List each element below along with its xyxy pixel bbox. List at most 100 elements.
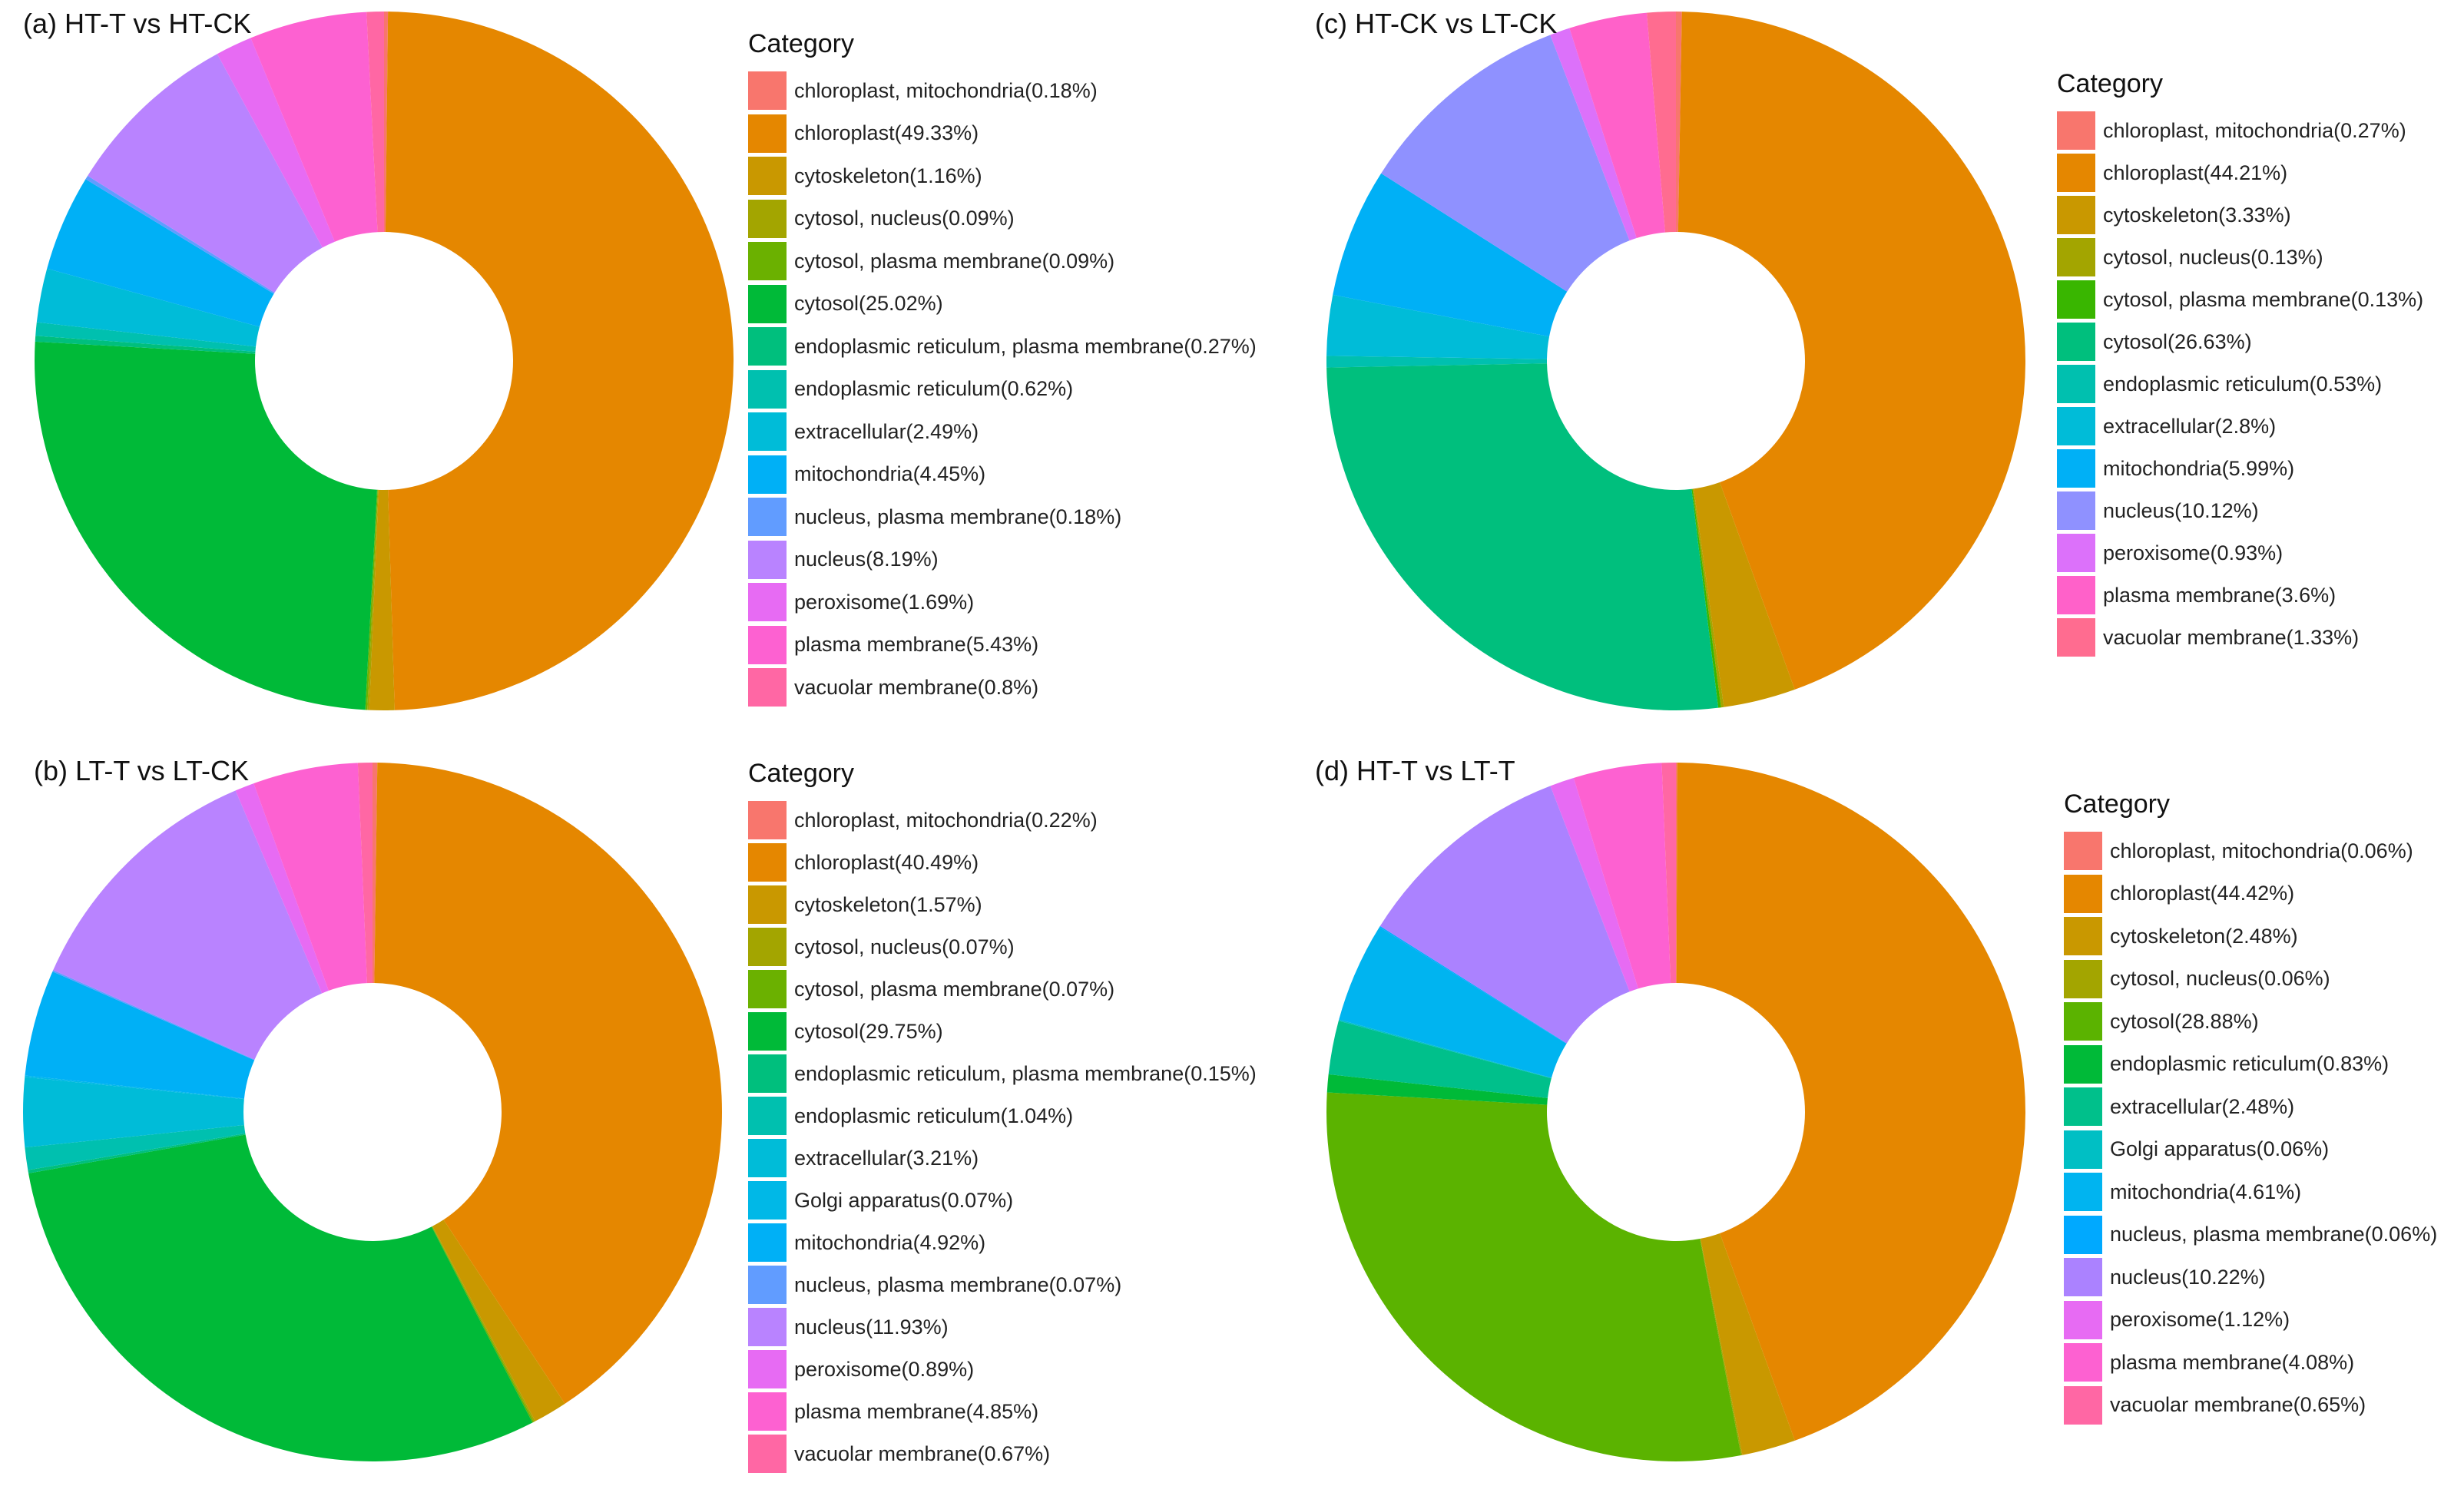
pie-slice (28, 1134, 533, 1461)
legend-label: chloroplast(49.33%) (794, 121, 979, 144)
legend-item: nucleus(11.93%) (748, 1306, 949, 1349)
pie-slice (250, 12, 378, 242)
legend-item: vacuolar membrane(1.33%) (2057, 616, 2359, 659)
legend-item: extracellular(3.21%) (748, 1137, 979, 1180)
pie-slice (369, 489, 395, 710)
legend-item: Golgi apparatus(0.07%) (748, 1179, 1013, 1222)
legend-item: endoplasmic reticulum, plasma membrane(0… (748, 325, 1257, 368)
pie-slice (1328, 1021, 1552, 1098)
legend-swatch (748, 498, 787, 536)
legend-swatch (2057, 196, 2095, 234)
pie-slice (1550, 28, 1637, 241)
legend-item: cytoskeleton(1.57%) (748, 883, 982, 926)
legend-item: extracellular(2.8%) (2057, 405, 2276, 448)
legend-item: chloroplast, mitochondria(0.06%) (2064, 829, 2413, 872)
pie-slice (1573, 763, 1671, 989)
legend-label: chloroplast, mitochondria(0.18%) (794, 78, 1098, 102)
legend-label: nucleus(11.93%) (794, 1315, 949, 1339)
legend-swatch (2057, 449, 2095, 488)
legend-swatch (2057, 618, 2095, 657)
legend-label: vacuolar membrane(1.33%) (2103, 625, 2360, 649)
legend-label: plasma membrane(5.43%) (794, 633, 1039, 656)
legend-item: cytosol(25.02%) (748, 283, 943, 326)
pie-slice (1381, 35, 1630, 292)
legend-swatch (748, 1350, 787, 1388)
legend-swatch (2057, 238, 2095, 276)
pie-slice (1700, 1233, 1795, 1455)
legend-label: cytoskeleton(2.48%) (2110, 924, 2298, 948)
legend-item: cytosol, nucleus(0.06%) (2064, 958, 2330, 1001)
legend-label: cytosol, nucleus(0.13%) (2103, 245, 2323, 269)
legend-swatch (2064, 917, 2102, 955)
legend-item: plasma membrane(3.6%) (2057, 574, 2336, 617)
pie-slice (25, 1125, 246, 1170)
legend-label: endoplasmic reticulum, plasma membrane(0… (794, 334, 1257, 358)
legend-label: chloroplast, mitochondria(0.06%) (2110, 839, 2413, 862)
legend-label: mitochondria(5.99%) (2103, 456, 2295, 480)
legend-item: endoplasmic reticulum, plasma membrane(0… (748, 1052, 1257, 1095)
legend-label: cytosol, plasma membrane(0.07%) (794, 977, 1115, 1001)
pie-slice (35, 336, 256, 354)
legend-label: mitochondria(4.45%) (794, 462, 986, 485)
legend-item: cytosol, nucleus(0.13%) (2057, 236, 2323, 279)
pie-slice (365, 489, 378, 710)
legend-title: Category (2057, 69, 2163, 98)
legend-title: Category (2064, 789, 2170, 819)
legend-swatch (748, 1012, 787, 1051)
pie-slice (25, 971, 255, 1099)
legend-swatch (748, 1392, 787, 1431)
legend-swatch (2064, 1173, 2102, 1211)
legend-label: Golgi apparatus(0.06%) (2110, 1137, 2330, 1160)
legend-item: cytoskeleton(2.48%) (2064, 915, 2298, 958)
legend-label: nucleus(10.22%) (2110, 1265, 2266, 1289)
legend-item: mitochondria(4.92%) (748, 1221, 985, 1264)
legend-swatch (748, 801, 787, 839)
pie-slice (432, 1220, 565, 1421)
legend-item: endoplasmic reticulum(0.83%) (2064, 1043, 2389, 1086)
legend-item: extracellular(2.49%) (748, 410, 979, 453)
legend-item: cytosol, plasma membrane(0.13%) (2057, 278, 2423, 321)
legend-label: vacuolar membrane(0.8%) (794, 675, 1039, 699)
legend-item: nucleus, plasma membrane(0.06%) (2064, 1213, 2437, 1256)
legend-item: cytoskeleton(1.16%) (748, 154, 982, 197)
legend-swatch (2057, 280, 2095, 319)
legend-label: mitochondria(4.92%) (794, 1230, 986, 1254)
legend-swatch (748, 928, 787, 966)
legend-item: endoplasmic reticulum(0.53%) (2057, 362, 2382, 405)
legend-label: nucleus, plasma membrane(0.18%) (794, 505, 1122, 528)
legend-swatch (748, 970, 787, 1008)
legend-label: endoplasmic reticulum(0.62%) (794, 377, 1074, 400)
legend-item: nucleus(10.12%) (2057, 489, 2259, 532)
chart-title: (a) HT-T vs HT-CK (23, 8, 252, 39)
legend-label: vacuolar membrane(0.65%) (2110, 1393, 2366, 1416)
legend-swatch (748, 625, 787, 664)
legend-item: chloroplast, mitochondria(0.18%) (748, 69, 1098, 112)
legend-swatch (748, 1223, 787, 1262)
legend-swatch (2064, 1044, 2102, 1084)
legend-item: peroxisome(0.93%) (2057, 531, 2283, 574)
legend-swatch (748, 843, 787, 882)
legend-label: cytosol, nucleus(0.07%) (794, 935, 1015, 958)
pie-slice (36, 268, 260, 347)
legend-item: chloroplast(44.42%) (2064, 872, 2294, 915)
legend-swatch (748, 199, 787, 238)
legend-label: chloroplast(44.21%) (2103, 161, 2288, 184)
pie-slice (23, 1077, 244, 1148)
legend-swatch (748, 1435, 787, 1473)
pie-slice (28, 1133, 246, 1173)
legend-item: endoplasmic reticulum(1.04%) (748, 1094, 1073, 1137)
legend-item: cytoskeleton(3.33%) (2057, 194, 2291, 237)
legend-label: cytosol(28.88%) (2110, 1009, 2259, 1033)
pie-slice (1339, 927, 1567, 1078)
legend-swatch (748, 1054, 787, 1093)
legend-swatch (2057, 491, 2095, 530)
legend-swatch (748, 242, 787, 280)
legend-title: Category (748, 759, 854, 788)
legend-item: plasma membrane(4.85%) (748, 1390, 1038, 1433)
legend-swatch (748, 1308, 787, 1346)
legend-label: cytoskeleton(1.16%) (794, 164, 982, 187)
legend-label: plasma membrane(3.6%) (2103, 583, 2336, 607)
pie-slice (1326, 294, 1550, 359)
pie-slice (35, 322, 257, 352)
pie-slice (52, 970, 255, 1061)
